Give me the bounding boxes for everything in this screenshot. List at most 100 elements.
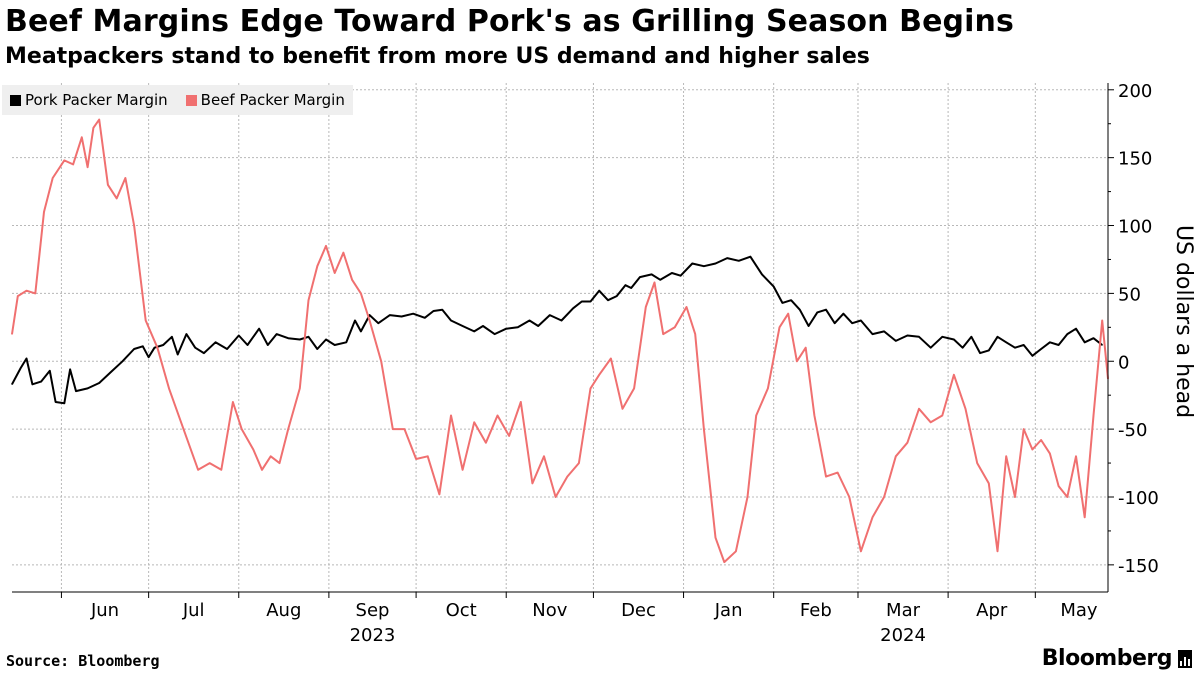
- data-point-beef: [316, 265, 318, 267]
- data-point-beef: [1005, 455, 1007, 457]
- data-point-pork: [377, 322, 379, 324]
- series-layer: [11, 118, 1109, 564]
- data-point-beef: [964, 408, 967, 410]
- y-tick-label: -50: [1118, 420, 1147, 441]
- data-point-beef: [685, 306, 688, 308]
- data-point-beef: [796, 360, 798, 362]
- data-point-beef: [645, 306, 647, 308]
- data-point-pork: [581, 300, 583, 303]
- data-point-beef: [1101, 319, 1103, 322]
- data-point-pork: [1058, 344, 1060, 346]
- x-tick-label: Nov: [532, 600, 567, 621]
- data-point-pork: [307, 336, 310, 338]
- data-point-beef: [714, 537, 717, 539]
- data-point-beef: [996, 550, 999, 552]
- data-point-beef: [287, 428, 289, 430]
- data-point-pork: [369, 314, 371, 316]
- data-point-pork: [194, 347, 196, 349]
- data-point-pork: [691, 262, 693, 265]
- data-point-beef: [11, 333, 13, 335]
- data-point-pork: [75, 390, 77, 392]
- data-point-pork: [473, 330, 475, 332]
- data-point-beef: [241, 428, 243, 430]
- data-point-beef: [63, 159, 65, 161]
- data-point-pork: [360, 330, 362, 332]
- data-point-pork: [69, 368, 71, 370]
- data-point-beef: [813, 414, 816, 417]
- data-point-pork: [680, 275, 682, 277]
- data-point-pork: [494, 333, 496, 335]
- data-point-beef: [98, 119, 100, 121]
- data-point-beef: [953, 374, 955, 376]
- data-point-pork: [334, 344, 336, 346]
- brand-logo: Bloomberg: [1042, 646, 1192, 671]
- y-tick-label: 0: [1118, 352, 1129, 373]
- data-point-pork: [148, 356, 150, 358]
- data-point-pork: [851, 322, 853, 324]
- data-point-pork: [40, 381, 42, 383]
- data-point-pork: [749, 256, 752, 258]
- data-point-beef: [369, 319, 371, 322]
- data-point-pork: [1023, 344, 1025, 346]
- data-point-pork: [651, 273, 653, 275]
- data-point-pork: [918, 336, 920, 338]
- data-point-beef: [508, 435, 510, 437]
- data-point-beef: [930, 421, 932, 423]
- data-point-pork: [790, 299, 792, 301]
- data-point-pork: [1101, 344, 1103, 346]
- data-point-beef: [1040, 439, 1042, 441]
- data-point-pork: [906, 334, 909, 337]
- y-tick-label: -150: [1118, 556, 1159, 577]
- chart-subtitle: Meatpackers stand to benefit from more U…: [5, 44, 870, 69]
- data-point-pork: [1005, 341, 1007, 343]
- data-point-pork: [738, 260, 740, 262]
- data-point-beef: [270, 455, 272, 457]
- data-point-beef: [1031, 448, 1033, 451]
- data-point-beef: [735, 550, 737, 552]
- data-point-pork: [537, 325, 539, 327]
- data-point-beef: [589, 387, 592, 389]
- data-point-beef: [566, 476, 568, 478]
- data-point-beef: [883, 496, 885, 498]
- data-point-beef: [34, 292, 36, 294]
- data-point-beef: [325, 245, 327, 247]
- data-point-beef: [72, 163, 74, 165]
- data-point-pork: [589, 300, 592, 303]
- data-point-beef: [860, 550, 862, 552]
- data-point-pork: [860, 319, 862, 322]
- x-tick-label: Aug: [266, 600, 301, 621]
- x-tick-label: Jul: [182, 600, 205, 621]
- data-point-pork: [630, 287, 632, 289]
- data-point-beef: [694, 333, 696, 335]
- data-point-pork: [714, 262, 717, 265]
- data-point-pork: [659, 279, 661, 281]
- data-point-pork: [287, 337, 289, 339]
- data-point-beef: [380, 360, 382, 362]
- data-point-pork: [110, 371, 112, 373]
- data-point-beef: [81, 136, 83, 138]
- legend-swatch-pork: [10, 94, 21, 106]
- data-point-beef: [543, 455, 545, 457]
- data-point-beef: [778, 326, 781, 328]
- data-point-beef: [531, 482, 534, 484]
- data-point-beef: [17, 295, 19, 297]
- data-point-beef: [1092, 414, 1095, 417]
- data-point-beef: [976, 462, 978, 464]
- data-point-pork: [962, 347, 964, 349]
- data-point-pork: [412, 313, 414, 315]
- data-point-pork: [639, 276, 641, 278]
- y-tick-label: -100: [1118, 488, 1159, 509]
- legend-item-beef: Beef Packer Margin: [185, 91, 345, 109]
- data-point-beef: [52, 177, 54, 179]
- data-point-pork: [354, 319, 356, 322]
- data-point-beef: [1066, 496, 1068, 498]
- data-point-pork: [979, 352, 981, 354]
- data-point-pork: [671, 272, 673, 274]
- data-point-pork: [49, 370, 51, 372]
- data-point-pork: [325, 338, 327, 341]
- data-point-beef: [473, 421, 475, 423]
- data-point-beef: [261, 469, 263, 471]
- series-line-pork: [11, 255, 1103, 405]
- data-point-beef: [124, 177, 126, 179]
- data-point-beef: [674, 326, 676, 328]
